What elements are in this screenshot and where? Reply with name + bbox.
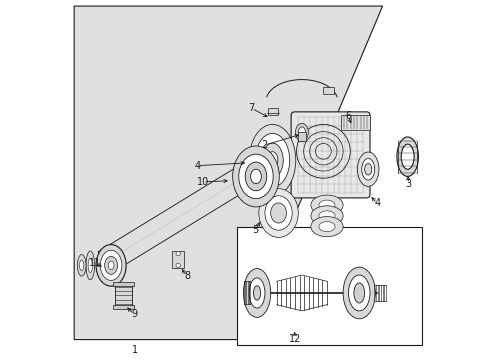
Ellipse shape (318, 222, 334, 231)
Text: 4: 4 (373, 198, 380, 208)
Ellipse shape (357, 152, 378, 186)
Bar (237, 226, 421, 345)
Text: 5: 5 (252, 225, 258, 235)
Text: 6: 6 (345, 111, 351, 121)
Text: 4: 4 (194, 161, 200, 171)
Bar (172, 251, 183, 268)
Ellipse shape (249, 125, 295, 196)
Text: 3: 3 (405, 179, 411, 189)
Ellipse shape (396, 137, 418, 176)
Text: 12: 12 (288, 333, 300, 343)
Ellipse shape (86, 251, 94, 280)
Ellipse shape (88, 258, 92, 273)
Bar (341, 116, 369, 130)
Ellipse shape (361, 158, 374, 180)
Ellipse shape (253, 286, 260, 300)
Circle shape (176, 263, 180, 267)
Ellipse shape (264, 196, 292, 230)
Ellipse shape (250, 169, 261, 184)
Ellipse shape (310, 217, 343, 237)
Text: 9: 9 (131, 309, 137, 319)
Ellipse shape (318, 211, 334, 221)
Ellipse shape (255, 134, 289, 187)
Ellipse shape (348, 275, 369, 311)
Ellipse shape (261, 143, 283, 177)
Ellipse shape (310, 195, 343, 215)
Ellipse shape (310, 206, 343, 226)
Ellipse shape (243, 269, 270, 318)
Ellipse shape (343, 267, 375, 319)
Bar (267, 108, 277, 116)
Circle shape (176, 251, 180, 256)
Bar (115, 284, 132, 307)
Text: 1: 1 (132, 345, 138, 355)
Text: 8: 8 (183, 271, 190, 281)
Ellipse shape (108, 261, 114, 270)
Polygon shape (98, 153, 272, 273)
Ellipse shape (266, 152, 277, 169)
Ellipse shape (400, 144, 413, 169)
Ellipse shape (364, 163, 371, 175)
Bar (113, 305, 133, 309)
Ellipse shape (96, 244, 126, 286)
Ellipse shape (77, 255, 86, 276)
Ellipse shape (80, 260, 83, 271)
Text: 11: 11 (88, 258, 101, 268)
Ellipse shape (100, 250, 122, 280)
Ellipse shape (104, 256, 117, 274)
Text: 10: 10 (197, 177, 209, 187)
Ellipse shape (295, 123, 308, 141)
Ellipse shape (318, 200, 334, 210)
Bar (113, 282, 133, 286)
Bar (323, 87, 333, 94)
Text: 2: 2 (261, 140, 267, 150)
FancyBboxPatch shape (290, 112, 369, 198)
Ellipse shape (270, 203, 286, 223)
Polygon shape (74, 6, 382, 339)
Ellipse shape (238, 154, 273, 199)
Ellipse shape (353, 283, 364, 303)
Ellipse shape (258, 189, 298, 237)
Text: 7: 7 (248, 103, 254, 113)
Ellipse shape (232, 146, 279, 207)
Ellipse shape (244, 162, 266, 191)
Ellipse shape (249, 278, 264, 308)
Ellipse shape (298, 127, 305, 138)
Bar (297, 132, 305, 141)
